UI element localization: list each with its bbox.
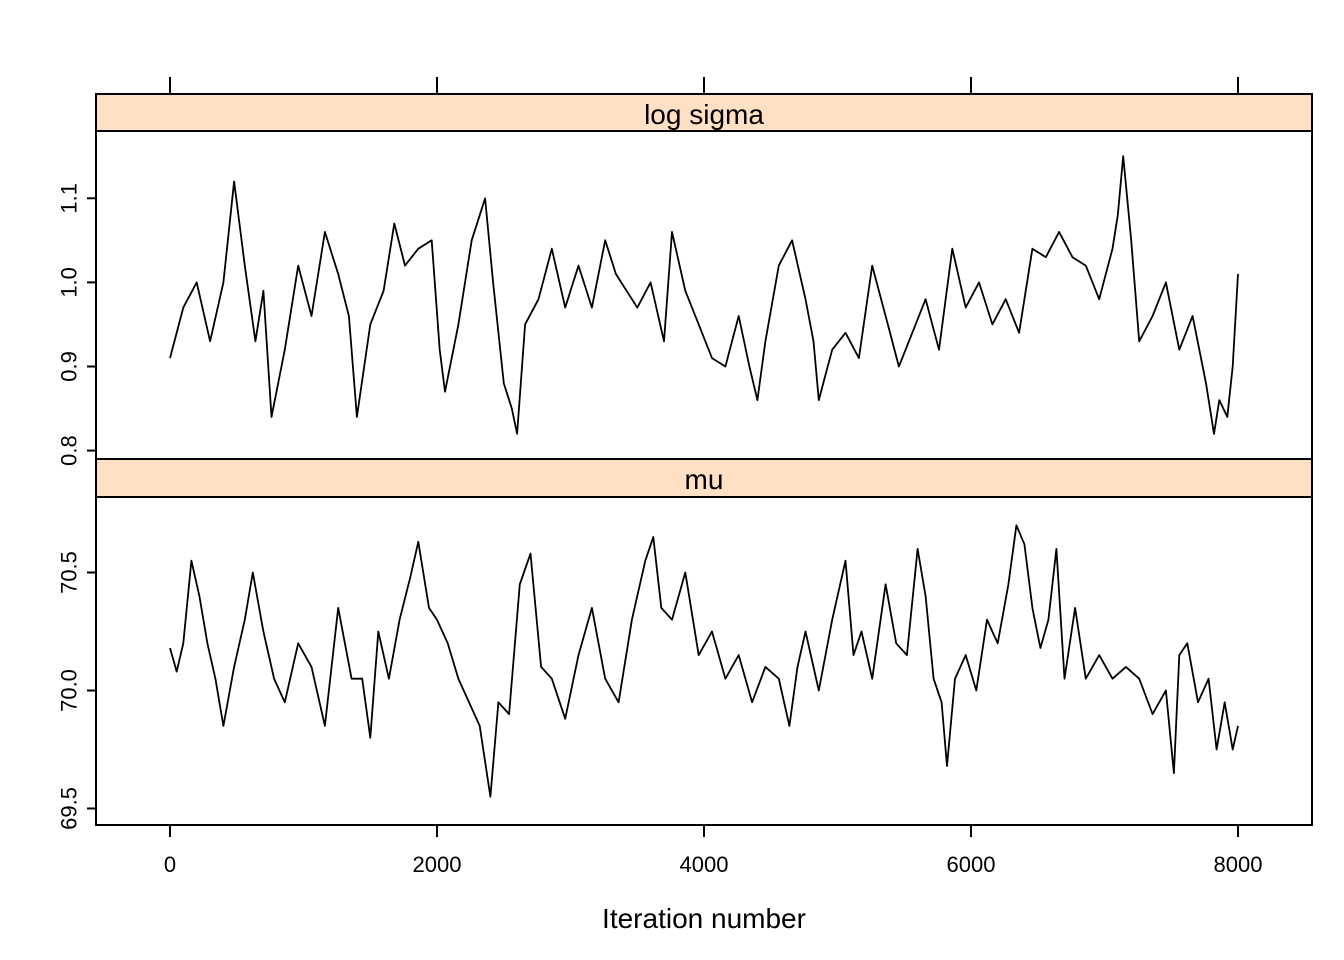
strip-label-log-sigma: log sigma xyxy=(644,99,764,130)
panel-log-sigma-frame xyxy=(95,93,1313,460)
x-axis-title: Iteration number xyxy=(602,903,806,934)
y-tick-label-log-sigma: 0.8 xyxy=(57,435,82,466)
x-tick-label: 6000 xyxy=(947,852,996,877)
x-tick-label: 2000 xyxy=(413,852,462,877)
x-tick-label: 8000 xyxy=(1214,852,1263,877)
y-axis-mu: 69.5 70.0 70.5 xyxy=(57,551,96,830)
strip-mu xyxy=(95,458,1313,498)
panel-mu: mu 69.5 70.0 70.5 xyxy=(57,458,1313,830)
series-line-mu xyxy=(169,524,1239,798)
panel-mu-frame xyxy=(95,458,1313,826)
x-tick-label: 4000 xyxy=(680,852,729,877)
y-tick-label-log-sigma: 1.0 xyxy=(57,267,82,298)
y-tick-label-log-sigma: 1.1 xyxy=(57,183,82,214)
y-tick-label-mu: 70.5 xyxy=(57,551,82,594)
y-tick-label-mu: 70.0 xyxy=(57,669,82,712)
x-tick-label: 0 xyxy=(164,852,176,877)
panel-log-sigma: log sigma 0.8 0.9 1.0 1.1 xyxy=(57,93,1313,466)
bottom-x-axis: 0 2000 4000 6000 8000 xyxy=(164,825,1263,877)
strip-label-mu: mu xyxy=(685,464,724,495)
strip-log-sigma xyxy=(95,93,1313,132)
top-x-axis xyxy=(169,77,1239,94)
y-tick-label-log-sigma: 0.9 xyxy=(57,351,82,382)
series-line-log-sigma xyxy=(169,155,1239,435)
y-axis-log-sigma: 0.8 0.9 1.0 1.1 xyxy=(57,183,96,466)
y-tick-label-mu: 69.5 xyxy=(57,787,82,830)
